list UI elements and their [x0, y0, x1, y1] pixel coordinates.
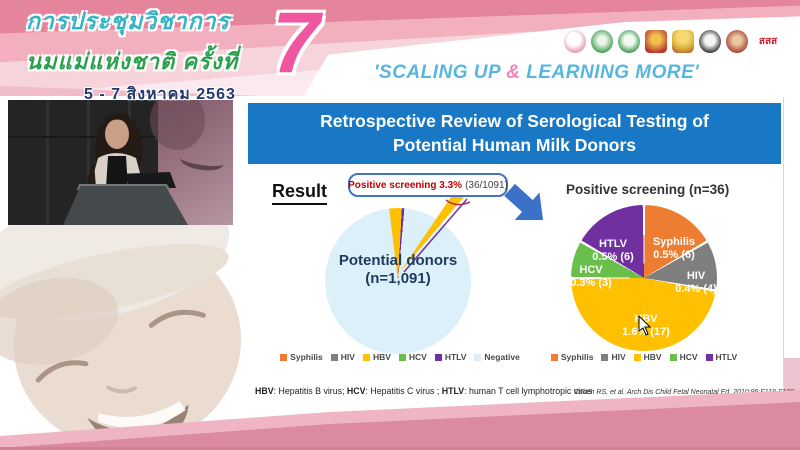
edition-number: 7 [272, 0, 320, 91]
legend-item: HIV [601, 352, 626, 362]
slogan-ampersand: & [506, 62, 521, 83]
left-pie-legend: Syphilis HIV HBV HCV HTLV Negative [280, 352, 520, 362]
right-margin-pink-strip [784, 358, 800, 450]
legend-item: Syphilis [280, 352, 323, 362]
syphilis-swatch-icon [550, 353, 558, 361]
conference-title-line1: การประชุมวิชาการ [26, 8, 230, 34]
negative-swatch-icon [474, 353, 482, 361]
legend-item: Syphilis [550, 352, 594, 362]
slice-hcv-name: HCV [579, 264, 603, 276]
positive-screening-pie-title: Positive screening (n=36) [566, 182, 730, 197]
legend-label: HTLV [444, 352, 467, 362]
hcv-swatch-icon [669, 353, 677, 361]
reference-citation: Cohen RS, et al. Arch Dis Child Fetal Ne… [573, 389, 796, 396]
red-gold-royal-emblem-icon [645, 30, 667, 53]
slogan-close: LEARNING MORE' [520, 62, 700, 83]
callout-detail: (36/1091) [465, 179, 508, 191]
sponsor-logos-row: สสส [564, 30, 783, 53]
footnote-htlv: HTLV [441, 386, 465, 396]
gold-crown-emblem-icon [672, 30, 694, 53]
slice-label-hiv: HIV 0.4% (4) [675, 270, 717, 295]
result-heading: Result [272, 181, 328, 205]
red-crest-emblem-icon [726, 30, 748, 53]
slice-htlv-name: HTLV [599, 238, 627, 250]
legend-item: HCV [398, 352, 427, 362]
slice-label-htlv: HTLV 0.5% (6) [592, 238, 634, 263]
positive-screening-callout: Positive screening 3.3% (36/1091) [348, 173, 508, 197]
slide-title: Retrospective Review of Serological Test… [248, 103, 781, 164]
hiv-swatch-icon [330, 353, 338, 361]
footnote-text: : Hepatitis C virus ; [365, 386, 442, 396]
conference-title-thai: การประชุมวิชาการ นมแม่แห่งชาติ ครั้งที่ … [26, 4, 346, 107]
legend-label: HIV [611, 352, 626, 362]
hbv-swatch-icon [633, 353, 641, 361]
hbv-swatch-icon [362, 353, 370, 361]
green-health-seal-icon [618, 30, 640, 53]
legend-label: Syphilis [560, 352, 594, 362]
slice-hcv-value: 0.3% (3) [570, 276, 612, 289]
legend-item: HBV [362, 352, 391, 362]
slice-syphilis-value: 0.5% (6) [653, 248, 695, 261]
footnote-hbv: HBV [255, 386, 274, 396]
thai-health-sss-logo-icon: สสส [753, 30, 783, 53]
slice-hiv-name: HIV [686, 270, 706, 282]
footnote-text: : Hepatitis B virus; [273, 386, 347, 396]
conference-slogan: 'SCALING UP & LEARNING MORE' [374, 62, 800, 84]
legend-item: Negative [474, 352, 520, 362]
mouse-cursor [638, 316, 652, 336]
legend-item: HTLV [705, 352, 738, 362]
legend-item: HCV [669, 352, 698, 362]
podium [63, 186, 188, 225]
conference-dates: 5 - 7 สิงหาคม 2563 [84, 86, 236, 103]
monochrome-university-seal-icon [699, 30, 721, 53]
legend-label: Negative [484, 352, 520, 362]
legend-item: HTLV [434, 352, 467, 362]
syphilis-swatch-icon [280, 353, 288, 361]
hiv-swatch-icon [601, 353, 609, 361]
legend-label: HTLV [715, 352, 738, 362]
arrow-right-down-icon [504, 183, 544, 221]
potential-donors-label: Potential donors (n=1,091) [325, 252, 471, 288]
donors-label-line1: Potential donors [338, 252, 458, 269]
legend-label: HCV [679, 352, 698, 362]
slice-syphilis-name: Syphilis [652, 236, 696, 248]
banner-stripe [0, 86, 260, 96]
conference-title-line2: นมแม่แห่งชาติ ครั้งที่ [26, 49, 239, 74]
slice-hiv-value: 0.4% (4) [675, 282, 717, 295]
footnote-hcv: HCV [346, 386, 366, 396]
legend-label: HBV [643, 352, 662, 362]
hcv-swatch-icon [398, 353, 406, 361]
slogan-open: 'SCALING UP [374, 62, 507, 83]
legend-label: Syphilis [290, 352, 323, 362]
legend-item: HIV [330, 352, 355, 362]
slice-htlv-value: 0.5% (6) [592, 250, 634, 263]
baby-background-photo [0, 222, 242, 450]
legend-label: HIV [340, 352, 355, 362]
right-pie-legend: Syphilis HIV HBV HCV HTLV [549, 352, 739, 362]
legend-label: HCV [408, 352, 427, 362]
htlv-swatch-icon [705, 353, 713, 361]
stage-backdrop-line [8, 136, 168, 138]
legend-item: HBV [633, 352, 662, 362]
green-ministry-seal-icon [591, 30, 613, 53]
legend-label: HBV [372, 352, 391, 362]
conference-banner [0, 0, 800, 96]
htlv-swatch-icon [434, 353, 442, 361]
projection-shadow [150, 100, 205, 150]
slice-label-syphilis: Syphilis 0.5% (6) [653, 236, 695, 261]
mother-and-child-foundation-logo-icon [564, 30, 586, 53]
slice-label-hcv: HCV 0.3% (3) [570, 264, 612, 289]
presenter-figure [87, 112, 144, 188]
donors-label-line2: (n=1,091) [365, 270, 431, 287]
callout-highlight: Positive screening 3.3% [348, 179, 463, 191]
presenter-webcam-video [8, 100, 233, 225]
